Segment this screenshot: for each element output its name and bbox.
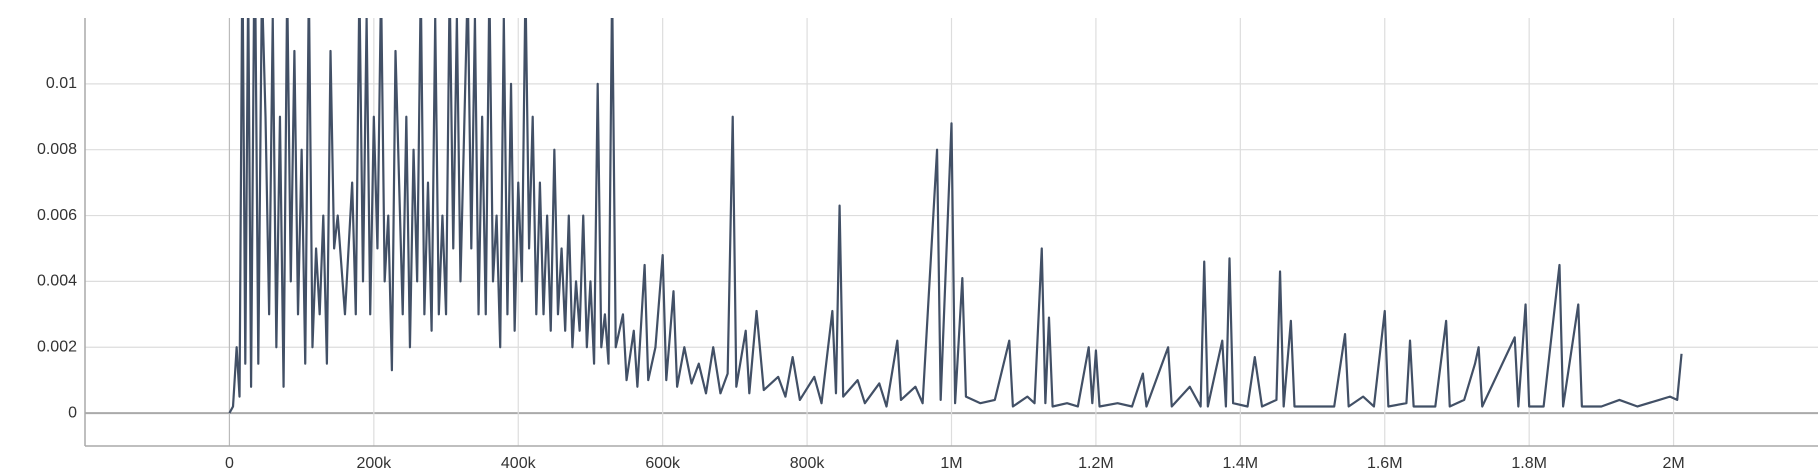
y-tick-label: 0.002 bbox=[37, 338, 77, 355]
data-line bbox=[228, 18, 1683, 414]
y-tick-label: 0.008 bbox=[37, 141, 77, 158]
x-tick-label: 1.8M bbox=[1511, 455, 1547, 472]
x-tick-label: 1M bbox=[940, 455, 962, 472]
y-tick-label: 0.01 bbox=[46, 75, 77, 92]
tick-labels: 0 0.002 0.004 0.006 0.008 0.01 0 200k 400k 600k 80… bbox=[37, 75, 1685, 472]
x-tick-label: 1.4M bbox=[1223, 455, 1259, 472]
plot-area bbox=[228, 18, 1683, 414]
x-tick-label: 0 bbox=[225, 455, 234, 472]
x-tick-label: 600k bbox=[645, 455, 681, 472]
x-tick-label: 2M bbox=[1662, 455, 1684, 472]
x-tick-label: 800k bbox=[790, 455, 826, 472]
x-tick-label: 200k bbox=[356, 455, 392, 472]
grid bbox=[84, 18, 1818, 447]
x-tick-label: 400k bbox=[501, 455, 537, 472]
y-tick-label: 0.006 bbox=[37, 207, 77, 224]
y-tick-label: 0 bbox=[68, 404, 77, 421]
x-tick-label: 1.6M bbox=[1367, 455, 1403, 472]
y-tick-label: 0.004 bbox=[37, 273, 77, 290]
x-tick-label: 1.2M bbox=[1078, 455, 1114, 472]
